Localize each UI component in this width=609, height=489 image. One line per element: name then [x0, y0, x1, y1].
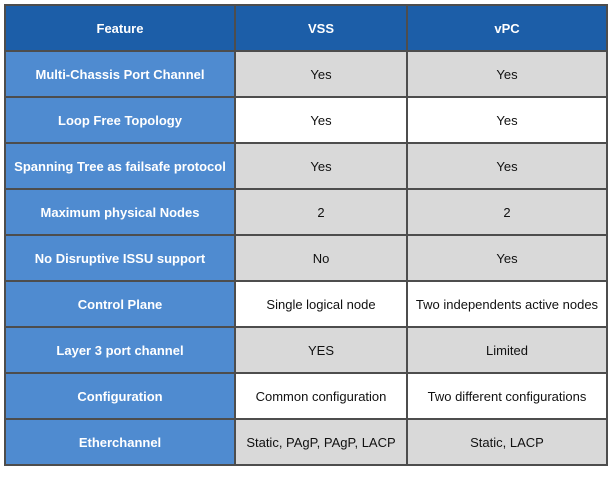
- table-row: Layer 3 port channel YES Limited: [4, 326, 608, 374]
- feature-cell: Loop Free Topology: [4, 96, 236, 144]
- value-cell: Yes: [406, 50, 608, 98]
- table-row: Maximum physical Nodes 2 2: [4, 188, 608, 236]
- table-body: Multi-Chassis Port Channel Yes Yes Loop Fre…: [4, 50, 608, 466]
- feature-cell: Multi-Chassis Port Channel: [4, 50, 236, 98]
- table-row: Loop Free Topology Yes Yes: [4, 96, 608, 144]
- table-header: Feature VSS vPC: [4, 4, 608, 52]
- value-cell: Yes: [406, 234, 608, 282]
- value-cell: Static, PAgP, PAgP, LACP: [234, 418, 408, 466]
- feature-cell: Maximum physical Nodes: [4, 188, 236, 236]
- comparison-table: Feature VSS vPC Multi-Chassis Port Chann…: [4, 4, 608, 466]
- feature-cell: No Disruptive ISSU support: [4, 234, 236, 282]
- header-cell: VSS: [234, 4, 408, 52]
- table-row: Control Plane Single logical node Two inde…: [4, 280, 608, 328]
- value-cell: Yes: [406, 142, 608, 190]
- value-cell: Yes: [406, 96, 608, 144]
- value-cell: YES: [234, 326, 408, 374]
- table-row: Etherchannel Static, PAgP, PAgP, LACP Stat…: [4, 418, 608, 466]
- value-cell: Limited: [406, 326, 608, 374]
- header-row: Feature VSS vPC: [4, 4, 608, 52]
- table-row: No Disruptive ISSU support No Yes: [4, 234, 608, 282]
- value-cell: Yes: [234, 96, 408, 144]
- feature-cell: Layer 3 port channel: [4, 326, 236, 374]
- header-cell: vPC: [406, 4, 608, 52]
- table-row: Configuration Common configuration Two dif…: [4, 372, 608, 420]
- value-cell: Single logical node: [234, 280, 408, 328]
- value-cell: No: [234, 234, 408, 282]
- value-cell: Yes: [234, 50, 408, 98]
- feature-cell: Spanning Tree as failsafe protocol: [4, 142, 236, 190]
- table-row: Spanning Tree as failsafe protocol Yes Yes: [4, 142, 608, 190]
- value-cell: Two independents active nodes: [406, 280, 608, 328]
- value-cell: 2: [234, 188, 408, 236]
- feature-cell: Control Plane: [4, 280, 236, 328]
- value-cell: Two different configurations: [406, 372, 608, 420]
- header-cell: Feature: [4, 4, 236, 52]
- feature-cell: Configuration: [4, 372, 236, 420]
- table-row: Multi-Chassis Port Channel Yes Yes: [4, 50, 608, 98]
- value-cell: 2: [406, 188, 608, 236]
- feature-cell: Etherchannel: [4, 418, 236, 466]
- value-cell: Common configuration: [234, 372, 408, 420]
- value-cell: Yes: [234, 142, 408, 190]
- value-cell: Static, LACP: [406, 418, 608, 466]
